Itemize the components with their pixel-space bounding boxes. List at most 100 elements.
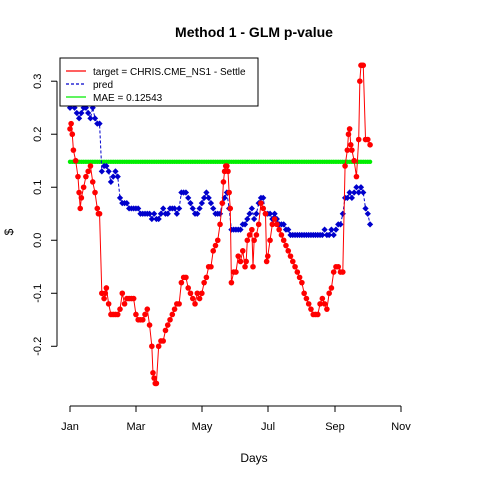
target-point bbox=[228, 279, 235, 286]
pred-point bbox=[189, 205, 196, 212]
target-point bbox=[264, 253, 271, 259]
target-point bbox=[133, 311, 139, 318]
pred-point bbox=[155, 215, 162, 223]
target-point bbox=[85, 168, 91, 175]
pred-point bbox=[196, 205, 203, 212]
target-point bbox=[321, 301, 328, 307]
target-point bbox=[171, 306, 178, 312]
pred-point bbox=[201, 194, 208, 201]
target-point bbox=[253, 232, 260, 238]
pred-point bbox=[346, 189, 353, 196]
pred-point bbox=[351, 189, 358, 196]
x-tick-label: Sep bbox=[325, 421, 345, 433]
target-point bbox=[192, 301, 198, 307]
target-point bbox=[139, 316, 146, 323]
target-point bbox=[346, 126, 353, 132]
target-point bbox=[330, 269, 337, 275]
target-point bbox=[305, 301, 312, 307]
legend: target = CHRIS.CME_NS1 - Settle pred MAE… bbox=[59, 57, 259, 107]
pred-point bbox=[160, 205, 167, 212]
x-tick-label: May bbox=[192, 421, 213, 433]
target-point bbox=[121, 301, 128, 307]
target-point bbox=[355, 136, 362, 143]
target-point bbox=[187, 290, 194, 297]
target-point bbox=[189, 295, 196, 302]
target-point bbox=[69, 131, 76, 138]
legend-label-pred: pred bbox=[93, 80, 113, 91]
target-point bbox=[258, 200, 264, 206]
target-point bbox=[274, 221, 280, 228]
target-point bbox=[326, 290, 332, 297]
pred-point bbox=[164, 210, 171, 217]
target-point bbox=[196, 295, 203, 302]
target-point bbox=[144, 306, 151, 312]
series-target bbox=[67, 62, 373, 387]
target-point bbox=[314, 311, 321, 318]
target-point bbox=[255, 221, 262, 228]
target-point bbox=[299, 279, 305, 286]
pred-point bbox=[107, 178, 115, 186]
target-point bbox=[142, 311, 148, 318]
target-point bbox=[212, 242, 219, 249]
target-point bbox=[214, 237, 221, 244]
target-point bbox=[164, 322, 171, 328]
target-point bbox=[220, 179, 227, 185]
x-tick-label: Nov bbox=[391, 421, 411, 433]
y-axis-label: $ bbox=[2, 228, 16, 235]
target-point bbox=[324, 306, 330, 312]
target-point bbox=[226, 189, 232, 196]
target-point bbox=[294, 269, 301, 275]
x-tick-label: Mar bbox=[127, 421, 146, 433]
target-point bbox=[246, 232, 253, 238]
pred-point bbox=[135, 205, 142, 212]
target-point bbox=[303, 295, 310, 302]
target-point bbox=[267, 237, 273, 244]
legend-box bbox=[59, 57, 259, 107]
target-point bbox=[199, 290, 205, 297]
target-point bbox=[224, 163, 230, 169]
target-point bbox=[153, 380, 160, 387]
target-point bbox=[344, 147, 351, 153]
target-point bbox=[75, 173, 81, 180]
pred-point bbox=[110, 173, 117, 180]
target-point bbox=[219, 200, 226, 206]
target-point bbox=[260, 205, 267, 212]
target-point bbox=[287, 253, 294, 259]
pred-point bbox=[157, 210, 165, 217]
legend-label-target: target = CHRIS.CME_NS1 - Settle bbox=[93, 67, 246, 78]
target-point bbox=[102, 290, 109, 297]
target-point bbox=[114, 311, 121, 318]
target-point bbox=[160, 338, 167, 344]
target-point bbox=[201, 279, 207, 286]
target-point bbox=[203, 274, 210, 281]
pred-point bbox=[210, 205, 217, 212]
target-point bbox=[77, 205, 84, 212]
pred-point bbox=[78, 109, 85, 117]
target-point bbox=[349, 147, 355, 153]
target-point bbox=[242, 263, 248, 270]
pred-point bbox=[244, 215, 251, 223]
series-layer bbox=[66, 62, 374, 387]
target-point bbox=[360, 62, 367, 69]
target-point bbox=[249, 226, 255, 233]
target-point bbox=[162, 327, 169, 334]
pred-point bbox=[105, 168, 112, 175]
pred-point bbox=[91, 115, 99, 122]
target-point bbox=[68, 120, 74, 127]
pred-point bbox=[112, 168, 119, 175]
target-point bbox=[353, 173, 360, 180]
target-point bbox=[328, 285, 335, 291]
target-point bbox=[72, 157, 79, 164]
target-point bbox=[76, 189, 82, 196]
target-point bbox=[285, 248, 292, 254]
target-point bbox=[262, 210, 269, 217]
target-point bbox=[289, 258, 296, 265]
y-tick-label: -0.2 bbox=[32, 337, 44, 356]
target-point bbox=[83, 173, 89, 180]
target-point bbox=[347, 142, 354, 148]
pred-point bbox=[146, 210, 153, 217]
pred-point bbox=[123, 200, 130, 207]
target-point bbox=[250, 263, 256, 270]
